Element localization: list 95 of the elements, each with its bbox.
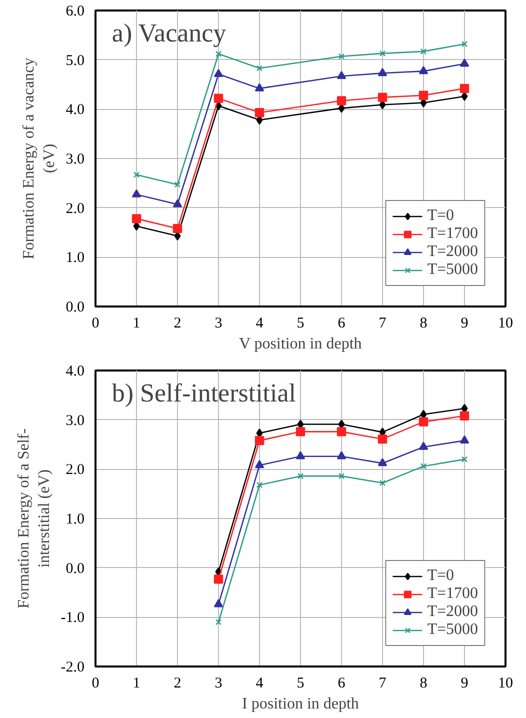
x-tick-label: 6 <box>338 676 346 692</box>
y-tick-label: 5.0 <box>66 52 84 69</box>
point <box>418 442 428 450</box>
legend-label: T=5000 <box>427 261 478 279</box>
y-tick-label: -2.0 <box>60 660 85 676</box>
x-tick-label: 9 <box>460 676 468 692</box>
point <box>379 480 386 486</box>
x-tick-label: 6 <box>338 316 346 332</box>
x-axis-title: I position in depth <box>242 696 359 712</box>
point <box>418 90 428 100</box>
point <box>460 435 470 444</box>
point <box>336 451 346 460</box>
legend-label: T=1700 <box>427 585 478 603</box>
y-tick-label: 2.0 <box>66 200 84 217</box>
x-tick-label: 8 <box>420 316 428 332</box>
x-tick-label: 0 <box>92 676 100 692</box>
y-tick-label: 0.0 <box>66 560 84 577</box>
point <box>254 436 264 446</box>
x-tick-label: 1 <box>132 676 140 692</box>
y-tick-label: -1.0 <box>60 610 85 626</box>
point <box>378 458 388 466</box>
point <box>418 66 428 74</box>
y-tick-label: 6.0 <box>66 4 84 20</box>
point <box>338 473 345 480</box>
x-tick-label: 8 <box>420 676 428 692</box>
point <box>215 50 222 57</box>
x-tick-label: 3 <box>214 316 222 332</box>
point <box>174 182 181 188</box>
legend-label: T=0 <box>427 207 454 225</box>
y-tick-label: 3.0 <box>66 152 84 168</box>
point <box>296 451 306 460</box>
point <box>338 53 345 60</box>
point <box>336 70 346 80</box>
point <box>254 108 264 118</box>
point <box>172 199 182 208</box>
y-tick-label: 2.0 <box>66 462 84 478</box>
point <box>460 58 470 67</box>
point <box>420 48 427 55</box>
legend-label: T=0 <box>427 567 454 585</box>
x-tick-label: 0 <box>92 316 100 332</box>
y-tick-label: 3.0 <box>66 412 84 429</box>
point <box>420 463 427 470</box>
x-tick-label: 5 <box>296 316 304 332</box>
legend-label: T=5000 <box>427 621 478 639</box>
y-tick-label: 4.0 <box>66 102 84 118</box>
point <box>336 96 346 106</box>
x-tick-label: 1 <box>132 316 140 332</box>
x-tick-label: 9 <box>460 316 468 332</box>
legend-label: T=2000 <box>427 603 478 621</box>
y-tick-label: 1.0 <box>66 512 84 528</box>
point <box>418 417 428 426</box>
point <box>214 68 224 78</box>
x-tick-label: 7 <box>378 316 387 332</box>
y-axis-title: Formation Energy of a Self- interstitial (eV) <box>15 428 53 609</box>
x-tick-label: 2 <box>174 676 182 692</box>
y-tick-label: 1.0 <box>66 250 84 266</box>
x-tick-label: 2 <box>174 316 182 332</box>
point <box>172 224 182 234</box>
point <box>254 460 264 468</box>
legend-label: T=2000 <box>427 243 478 261</box>
point <box>214 94 224 103</box>
point <box>378 68 388 76</box>
point <box>297 473 304 480</box>
point <box>378 434 388 444</box>
point <box>296 427 306 436</box>
x-tick-label: 10 <box>498 316 513 332</box>
chart-title: a) Vacancy <box>112 18 226 48</box>
x-axis-title: V position in depth <box>238 336 362 352</box>
point <box>132 214 142 224</box>
point <box>461 456 468 462</box>
legend-label: T=1700 <box>427 225 478 243</box>
x-tick-label: 10 <box>498 676 513 692</box>
point <box>256 65 263 72</box>
point <box>256 482 263 488</box>
point <box>460 84 470 94</box>
point <box>214 599 224 608</box>
x-tick-label: 5 <box>296 676 304 692</box>
y-tick-label: 0.0 <box>66 300 84 316</box>
x-tick-label: 4 <box>256 316 264 332</box>
point <box>132 189 142 198</box>
point <box>215 619 222 626</box>
x-tick-label: 4 <box>256 676 264 692</box>
y-axis-title: Formation Energy of a vacancy (eV) <box>20 58 58 260</box>
point <box>460 411 470 420</box>
point <box>379 50 386 56</box>
point <box>214 574 224 584</box>
point <box>254 83 264 92</box>
point <box>133 172 140 178</box>
point <box>378 92 388 102</box>
chart-title: b) Self-interstitial <box>112 378 296 408</box>
point <box>336 427 346 436</box>
y-tick-label: 4.0 <box>66 364 84 380</box>
point <box>461 40 468 48</box>
x-tick-label: 3 <box>214 676 222 692</box>
x-tick-label: 7 <box>378 676 387 692</box>
